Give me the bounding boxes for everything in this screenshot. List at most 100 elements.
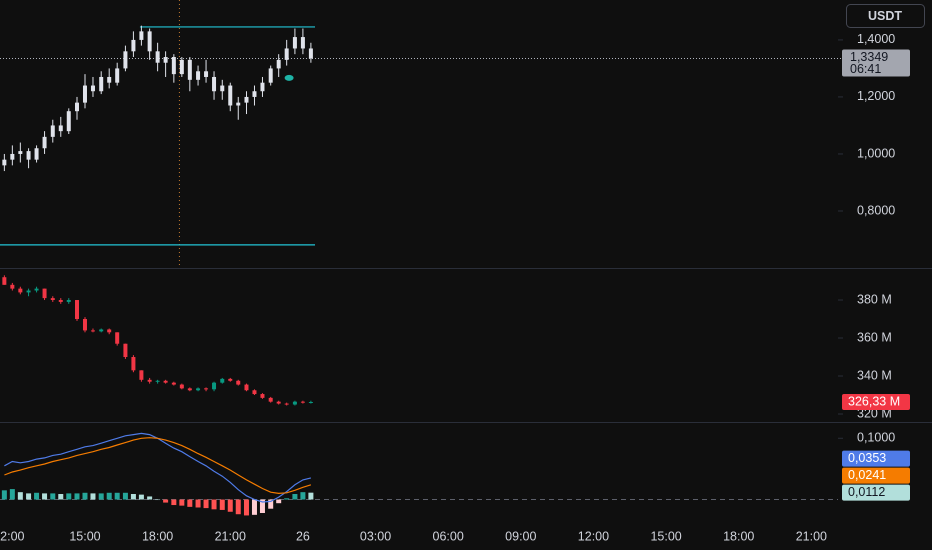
- candle-body: [196, 388, 201, 391]
- histogram-bar: [130, 494, 136, 500]
- candle-body: [292, 401, 297, 405]
- candle-body: [228, 85, 233, 106]
- histogram-bar: [122, 492, 128, 500]
- candle-body: [50, 125, 55, 137]
- histogram-bar: [219, 499, 225, 510]
- currency-button[interactable]: [846, 4, 925, 28]
- candle-body: [115, 68, 120, 83]
- candle-body: [2, 159, 7, 166]
- candle-body: [163, 57, 168, 63]
- candle-body: [99, 329, 104, 332]
- x-tick-label: 18:00: [723, 529, 754, 543]
- candle-body: [179, 384, 184, 389]
- candle-body: [147, 31, 152, 52]
- histogram-bar: [66, 493, 72, 500]
- last-value-label: 326,33 M: [848, 394, 900, 408]
- candle-body: [26, 151, 31, 160]
- x-tick-label: 21:00: [215, 529, 246, 543]
- candle-body: [196, 71, 201, 80]
- candle-body: [204, 71, 209, 77]
- candle-body: [66, 300, 71, 302]
- histogram-bar: [42, 493, 48, 500]
- histogram-bar: [90, 493, 96, 500]
- candle-body: [179, 59, 184, 75]
- candle-body: [228, 378, 233, 381]
- x-tick-label: 18:00: [142, 529, 173, 543]
- countdown-label: 06:41: [850, 62, 881, 76]
- x-tick-label: 03:00: [360, 529, 391, 543]
- candle-body: [260, 394, 265, 398]
- candle-body: [90, 85, 95, 92]
- candle-body: [139, 370, 144, 380]
- candle-body: [236, 380, 241, 385]
- candle-body: [204, 388, 209, 390]
- candle-body: [308, 401, 313, 403]
- last-value-label: 0,0241: [848, 468, 886, 482]
- candle-body: [74, 300, 79, 320]
- candle-body: [66, 111, 71, 132]
- candle-body: [292, 37, 297, 49]
- last-value-label: 0,0353: [848, 451, 886, 465]
- candle-body: [18, 151, 23, 154]
- histogram-bar: [203, 499, 209, 509]
- candle-body: [187, 388, 192, 391]
- candle-body: [220, 378, 225, 383]
- histogram-bar: [82, 492, 88, 500]
- candle-body: [300, 37, 305, 49]
- x-tick-label: 15:00: [69, 529, 100, 543]
- histogram-bar: [155, 499, 161, 501]
- y-tick-label: 340 M: [857, 368, 892, 382]
- histogram-bar: [227, 499, 233, 512]
- histogram-bar: [138, 494, 144, 500]
- histogram-bar: [187, 499, 193, 507]
- candle-body: [26, 290, 31, 293]
- candle-body: [284, 48, 289, 60]
- histogram-bar: [251, 499, 257, 515]
- candle-body: [212, 382, 217, 390]
- candle-body: [220, 85, 225, 92]
- x-tick-label: 09:00: [505, 529, 536, 543]
- histogram-bar: [259, 499, 265, 513]
- candle-body: [308, 48, 313, 59]
- candle-body: [34, 288, 39, 291]
- histogram-bar: [268, 499, 274, 509]
- candle-body: [74, 102, 79, 112]
- candle-body: [300, 401, 305, 403]
- y-tick-label: 360 M: [857, 330, 892, 344]
- candle-body: [107, 76, 112, 83]
- histogram-bar: [17, 492, 23, 500]
- indicator-line: [4, 437, 312, 495]
- last-value-label: 0,0112: [848, 485, 885, 499]
- candle-body: [131, 39, 136, 52]
- y-tick-label: 380 M: [857, 292, 892, 306]
- histogram-bar: [114, 492, 120, 500]
- candle-body: [50, 298, 55, 301]
- histogram-bar: [179, 499, 185, 506]
- y-tick-label: 0,1000: [857, 431, 895, 445]
- candle-body: [187, 59, 192, 80]
- candle-body: [2, 277, 7, 285]
- candle-body: [107, 329, 112, 333]
- candle-body: [115, 332, 120, 344]
- histogram-bar: [74, 493, 80, 500]
- histogram-bar: [106, 492, 112, 500]
- histogram-bar: [1, 490, 7, 500]
- candle-body: [268, 68, 273, 83]
- candle-body: [252, 91, 257, 97]
- last-value-label-box: [842, 393, 910, 410]
- histogram-bar: [147, 496, 153, 500]
- x-tick-label: 12:00: [578, 529, 609, 543]
- candle-body: [82, 319, 87, 331]
- y-tick-label: 1,4000: [857, 32, 895, 46]
- currency-label[interactable]: USDT: [868, 9, 902, 23]
- candle-body: [10, 284, 15, 289]
- candle-body: [58, 300, 63, 302]
- candle-body: [82, 85, 87, 103]
- x-tick-label: 2:00: [0, 529, 24, 543]
- histogram-bar: [9, 489, 15, 500]
- candle-body: [42, 288, 47, 299]
- histogram-bar: [26, 493, 32, 500]
- candle-body: [34, 148, 39, 160]
- y-tick-label: 0,8000: [857, 203, 895, 217]
